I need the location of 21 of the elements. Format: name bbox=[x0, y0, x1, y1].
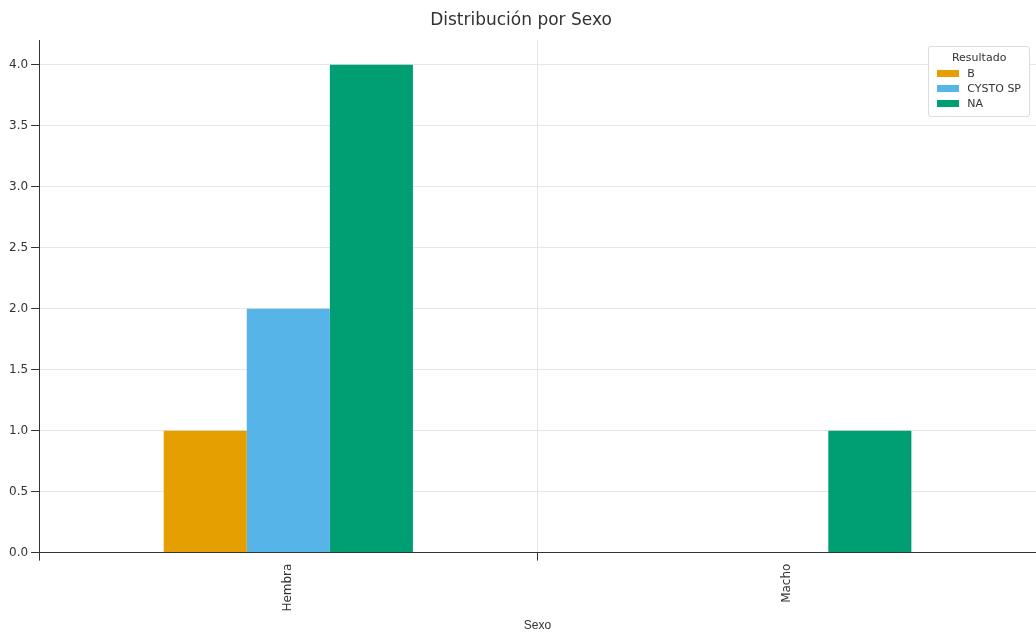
legend-title: Resultado bbox=[950, 51, 1008, 65]
y-tick-label: 4.0 bbox=[8, 56, 29, 71]
legend-label: NA bbox=[967, 97, 984, 111]
y-tick-label: 3.0 bbox=[8, 178, 29, 193]
y-tick-label: 1.0 bbox=[8, 422, 29, 437]
y-tick-label: 0.5 bbox=[8, 483, 29, 498]
y-tick-label: 1.5 bbox=[8, 361, 29, 376]
x-tick-label: Macho bbox=[778, 563, 793, 603]
y-tick-label: 2.5 bbox=[8, 239, 29, 254]
y-tick-label: 2.0 bbox=[8, 300, 29, 315]
y-tick-label: 0.0 bbox=[8, 544, 29, 559]
y-tick-label: 3.5 bbox=[8, 117, 29, 132]
bar bbox=[329, 64, 413, 553]
x-tick-label: Hembra bbox=[280, 563, 295, 612]
x-axis-title: Sexo bbox=[523, 618, 552, 633]
bar bbox=[163, 430, 247, 553]
bar bbox=[828, 430, 912, 553]
bar bbox=[246, 308, 330, 553]
chart-title: Distribución por Sexo bbox=[430, 8, 612, 29]
legend-label: CYSTO SP bbox=[967, 82, 1021, 96]
legend-label: B bbox=[967, 67, 975, 81]
